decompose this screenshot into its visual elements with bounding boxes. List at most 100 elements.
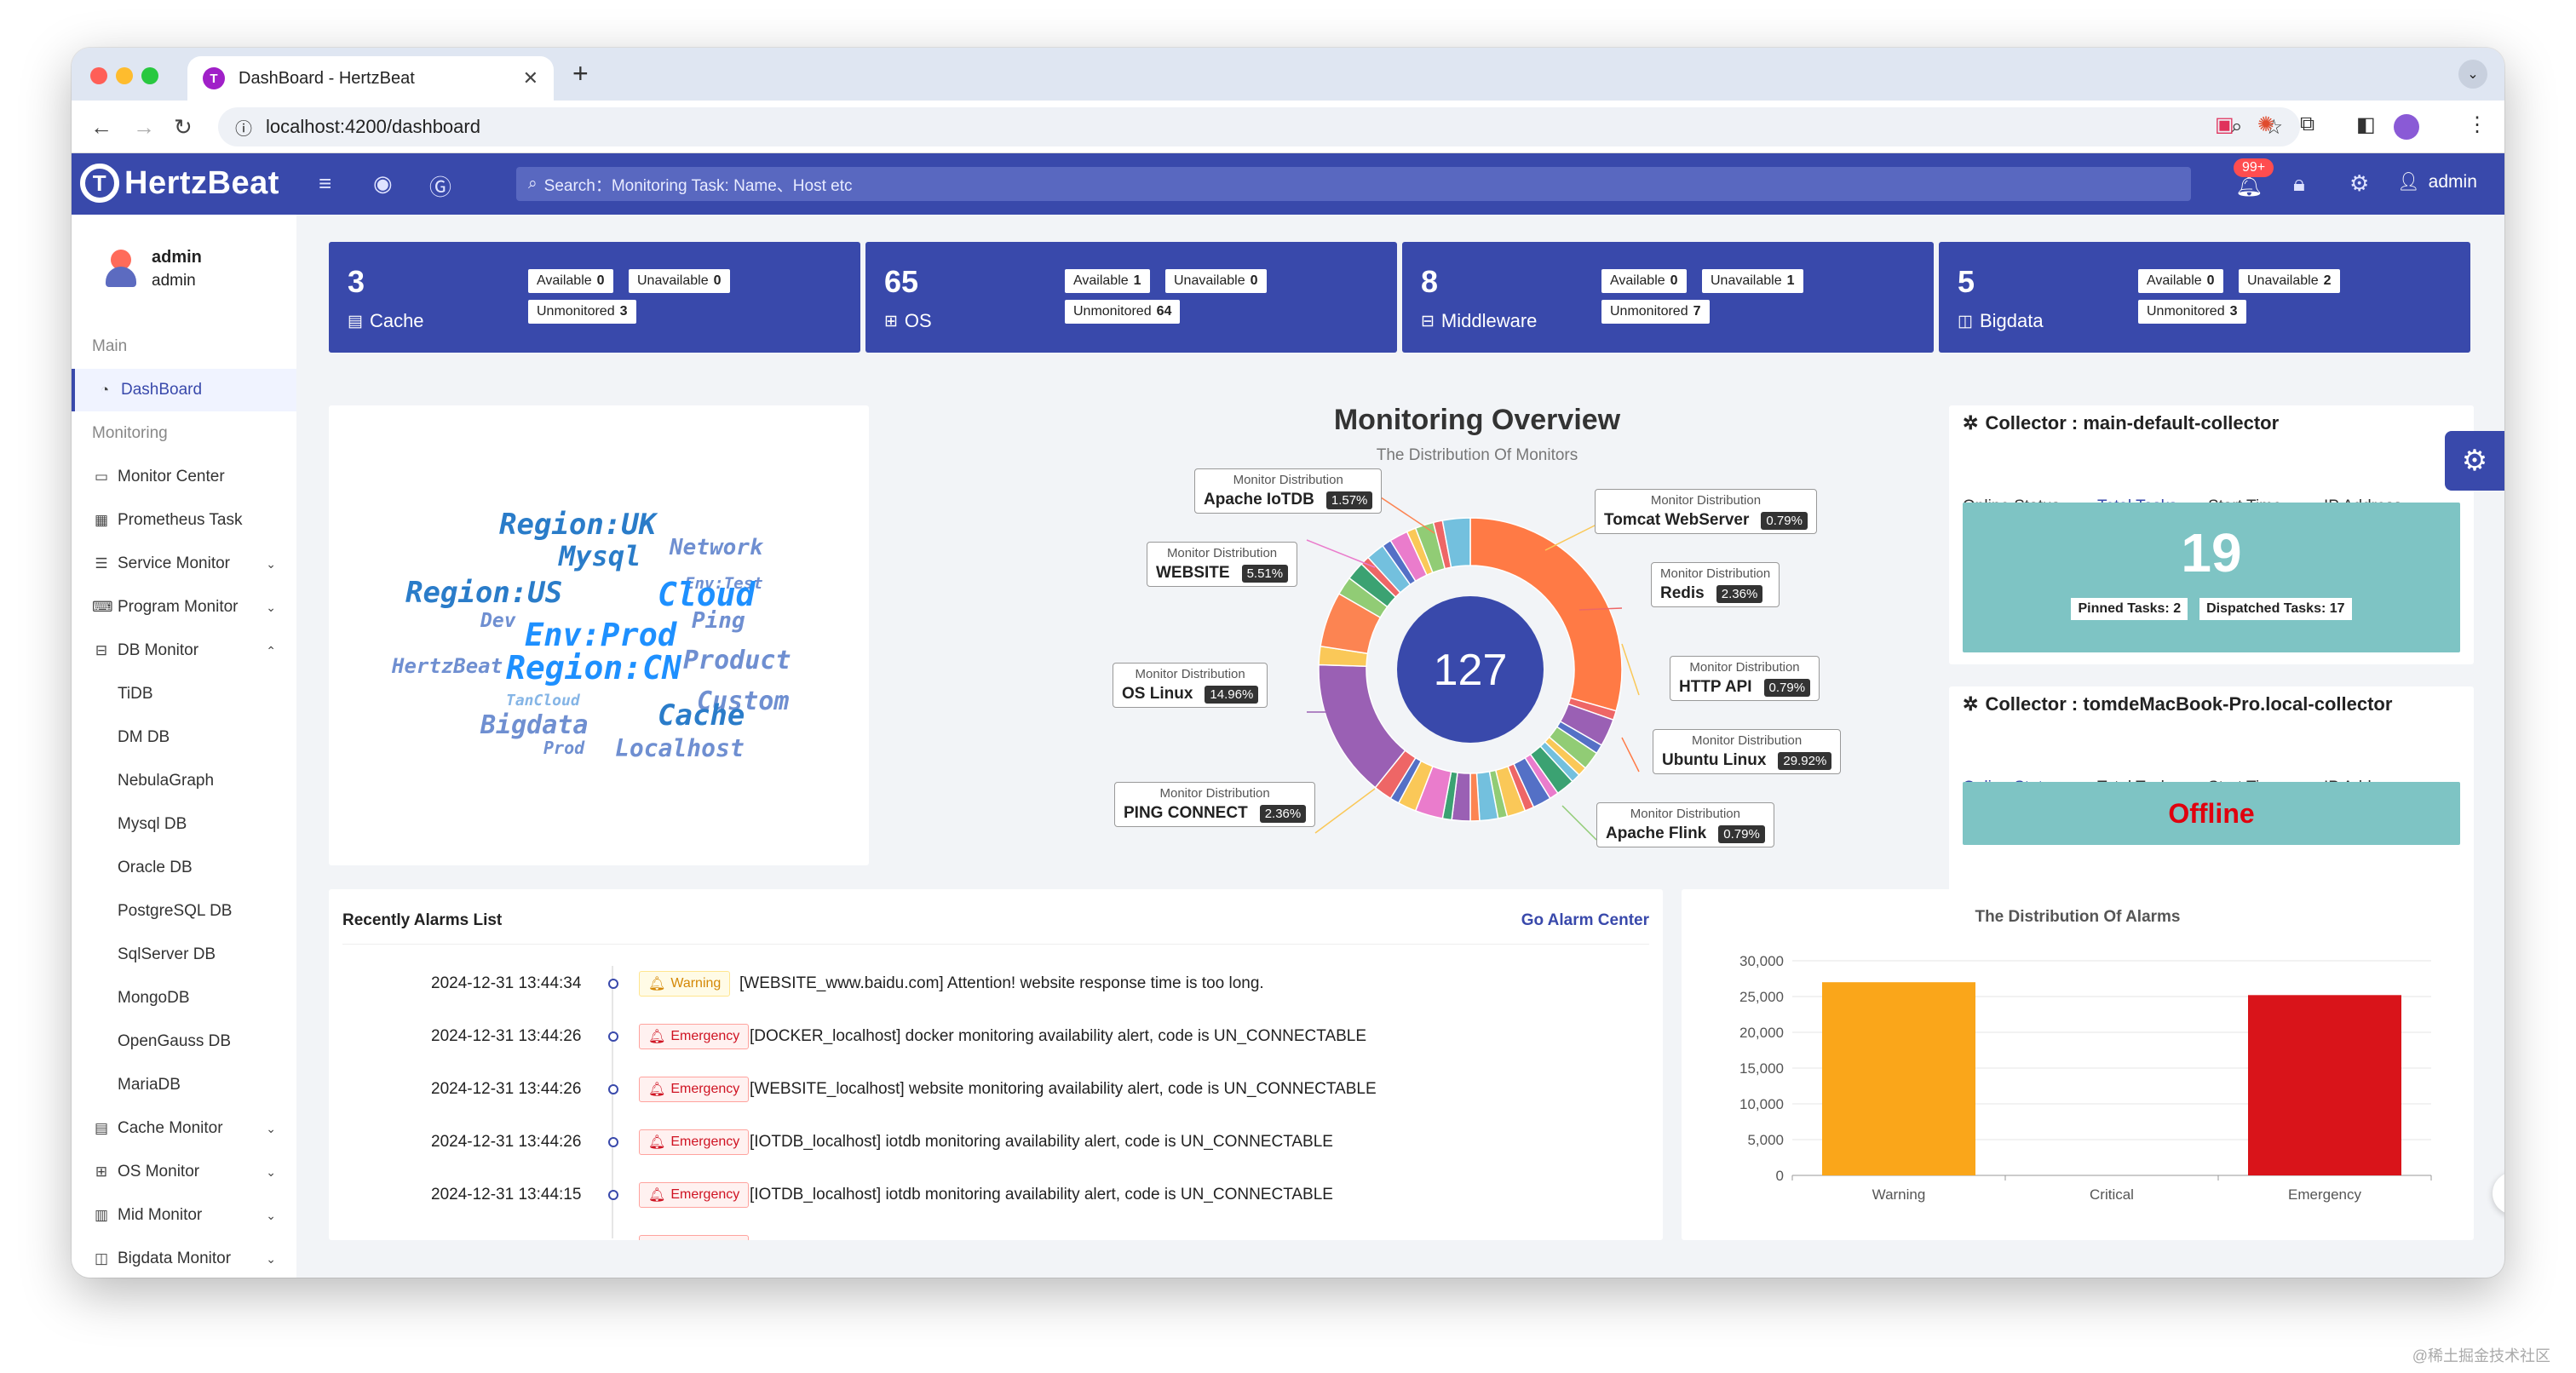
- close-window-button[interactable]: [90, 67, 107, 84]
- available-chip[interactable]: Available 0: [2138, 269, 2223, 293]
- bar[interactable]: [1822, 982, 1975, 1175]
- tag-cloud-word[interactable]: Region:UK: [499, 508, 657, 542]
- go-alarm-center-link[interactable]: Go Alarm Center: [1521, 911, 1649, 929]
- unavailable-chip[interactable]: Unavailable 2: [2239, 269, 2340, 293]
- sidebar-item[interactable]: MariaDB: [72, 1064, 296, 1106]
- tag-cloud-word[interactable]: Network: [670, 535, 763, 560]
- sidebar-item[interactable]: OpenGauss DB: [72, 1020, 296, 1063]
- side-panel-icon[interactable]: ◧: [2356, 113, 2376, 136]
- sidebar-item[interactable]: NebulaGraph: [72, 760, 296, 802]
- unmonitored-chip[interactable]: Unmonitored 3: [528, 300, 636, 324]
- maximize-window-button[interactable]: [141, 67, 158, 84]
- gitee-icon[interactable]: Ⓖ: [429, 175, 452, 200]
- github-icon[interactable]: ◉: [373, 170, 393, 196]
- alarm-row[interactable]: 2024-12-31 13:44:15 🔔︎Emergency[WEBSITE_l…: [329, 1221, 1663, 1240]
- tag-cloud-word[interactable]: Product: [683, 646, 791, 675]
- distribution-label-title: Monitor Distribution: [1166, 546, 1278, 560]
- tag-cloud-word[interactable]: Region:CN: [506, 649, 681, 686]
- sidebar-item[interactable]: ◫ Bigdata Monitor ⌄: [72, 1238, 296, 1278]
- sidebar-item[interactable]: PostgreSQL DB: [72, 890, 296, 933]
- summary-card[interactable]: 5 ◫ Bigdata Available 0 Unavailable 2 Unmonitor…: [1939, 242, 2470, 353]
- tag-cloud-word[interactable]: HertzBeat: [392, 654, 503, 678]
- collector-status-box: Offline: [1963, 782, 2460, 845]
- alarm-row[interactable]: 2024-12-31 13:44:26 🔔︎ Emergency [IOTDB_loc…: [329, 1116, 1663, 1169]
- tag-cloud-word[interactable]: Mysql: [559, 540, 641, 572]
- sidebar-item[interactable]: ▭ Monitor Center: [72, 456, 296, 498]
- available-chip[interactable]: Available 1: [1065, 269, 1150, 293]
- sidebar-item[interactable]: ▤ Cache Monitor ⌄: [72, 1107, 296, 1150]
- available-chip[interactable]: Available 0: [528, 269, 613, 293]
- bar[interactable]: [2248, 995, 2401, 1175]
- forward-icon[interactable]: →: [133, 114, 155, 140]
- hertzbeat-logo[interactable]: T HertzBeat: [80, 164, 279, 203]
- tab-close-icon[interactable]: ✕: [522, 67, 538, 89]
- summary-card[interactable]: 8 ⊟ Middleware Available 0 Unavailable 1 Unmoni…: [1402, 242, 1934, 353]
- unmonitored-chip[interactable]: Unmonitored 7: [1601, 300, 1710, 324]
- alarm-row[interactable]: 2024-12-31 13:44:26 🔔︎ Emergency [WEBSITE_l…: [329, 1063, 1663, 1116]
- sidebar-item[interactable]: ☰ Service Monitor ⌄: [72, 543, 296, 585]
- donut-segment[interactable]: [1469, 517, 1623, 712]
- profile-avatar-icon[interactable]: [2394, 114, 2419, 140]
- monitor-distribution-donut[interactable]: 127: [1034, 405, 1929, 882]
- reload-icon[interactable]: ↻: [174, 114, 193, 140]
- tag-cloud-word[interactable]: Dev: [480, 610, 516, 632]
- unmonitored-chip[interactable]: Unmonitored 3: [2138, 300, 2246, 324]
- magic-wand-icon[interactable]: ⚝: [2493, 1172, 2504, 1215]
- tag-cloud-word[interactable]: Localhost: [615, 734, 745, 762]
- zoom-icon[interactable]: ⌕: [2231, 114, 2243, 138]
- extensions-puzzle-icon[interactable]: ⧉: [2300, 112, 2315, 135]
- tag-cloud-word[interactable]: Cloud: [658, 576, 756, 613]
- minimize-window-button[interactable]: [116, 67, 133, 84]
- extension-translate-icon[interactable]: ▣: [2215, 113, 2234, 136]
- sidebar-item[interactable]: SqlServer DB: [72, 934, 296, 976]
- hertzbeat-favicon: T: [203, 67, 225, 89]
- tag-cloud-word[interactable]: Region:US: [405, 576, 563, 610]
- extension-spinner-icon[interactable]: ✺: [2257, 113, 2275, 136]
- theme-settings-gear-icon[interactable]: ⚙: [2445, 431, 2504, 491]
- sidebar-item[interactable]: Oracle DB: [72, 847, 296, 889]
- summary-card[interactable]: 65 ⊞ OS Available 1 Unavailable 0 Unmonitored 64: [865, 242, 1397, 353]
- alarm-row[interactable]: 2024-12-31 13:44:34 🔔︎ Warning [WEBSITE_www…: [329, 957, 1663, 1010]
- tag-cloud-word[interactable]: Custom: [697, 686, 790, 716]
- bookmark-star-icon[interactable]: ☆: [2264, 115, 2283, 139]
- unavailable-chip[interactable]: Unavailable 0: [1165, 269, 1267, 293]
- tag-cloud-word[interactable]: Cache: [658, 698, 745, 732]
- lock-icon[interactable]: 🔒︎: [2293, 170, 2305, 196]
- sidebar-item[interactable]: TiDB: [72, 673, 296, 715]
- settings-gear-icon[interactable]: ⚙: [2349, 170, 2370, 196]
- url-field[interactable]: ⓘ localhost:4200/dashboard ⌕ ☆: [218, 107, 2300, 146]
- tag-cloud-word[interactable]: Env:Test: [685, 574, 763, 593]
- sidebar-item[interactable]: DM DB: [72, 716, 296, 759]
- alarm-row[interactable]: 2024-12-31 13:44:15 🔔︎ Emergency [IOTDB_loc…: [329, 1169, 1663, 1221]
- distribution-label-row: Tomcat WebServer 0.79%: [1604, 511, 1808, 530]
- alarm-row[interactable]: 2024-12-31 13:44:26 🔔︎ Emergency [DOCKER_lo…: [329, 1010, 1663, 1063]
- search-input[interactable]: ⌕ Search：Monitoring Task: Name、Host etc: [516, 167, 2191, 201]
- summary-card[interactable]: 3 ▤ Cache Available 0 Unavailable 0 Unmonitored…: [329, 242, 860, 353]
- sidebar-item[interactable]: ▥ Mid Monitor ⌄: [72, 1194, 296, 1237]
- new-tab-button[interactable]: +: [572, 58, 589, 89]
- unavailable-chip[interactable]: Unavailable 0: [629, 269, 730, 293]
- tag-cloud-word[interactable]: Prod: [543, 738, 585, 758]
- unmonitored-chip[interactable]: Unmonitored 64: [1065, 300, 1181, 324]
- browser-menu-icon[interactable]: ⋮: [2467, 113, 2487, 136]
- available-chip[interactable]: Available 0: [1601, 269, 1687, 293]
- sidebar-item[interactable]: ◔ DashBoard: [72, 369, 296, 411]
- tag-cloud-word[interactable]: Env:Prod: [525, 617, 677, 653]
- back-icon[interactable]: ←: [90, 114, 112, 140]
- tag-cloud-word[interactable]: TanCloud: [506, 692, 580, 709]
- tag-cloud-word[interactable]: Bigdata: [480, 710, 589, 740]
- unavailable-chip[interactable]: Unavailable 1: [1702, 269, 1803, 293]
- user-menu[interactable]: 👤︎ admin: [2397, 172, 2477, 192]
- sidebar-item[interactable]: ⊞ OS Monitor ⌄: [72, 1151, 296, 1193]
- sidebar-item[interactable]: ⊟ DB Monitor ⌃: [72, 629, 296, 672]
- sidebar-item[interactable]: ▦ Prometheus Task: [72, 499, 296, 542]
- sidebar-item[interactable]: MongoDB: [72, 977, 296, 1020]
- donut-segment[interactable]: [1441, 517, 1471, 568]
- sidebar-item[interactable]: Mysql DB: [72, 803, 296, 846]
- tab-search-icon[interactable]: ⌄: [2458, 60, 2487, 89]
- browser-tab[interactable]: T DashBoard - HertzBeat ✕: [187, 56, 554, 101]
- menu-toggle-icon[interactable]: ≡: [319, 170, 332, 196]
- tag-cloud-word[interactable]: Ping: [692, 608, 745, 634]
- sidebar-item[interactable]: ⌨ Program Monitor ⌄: [72, 586, 296, 629]
- site-info-icon[interactable]: ⓘ: [235, 119, 252, 139]
